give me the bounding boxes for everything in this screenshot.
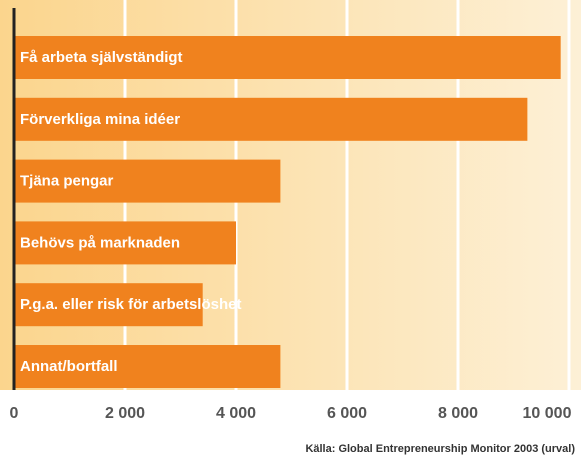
x-tick-label: 6 000 — [327, 405, 367, 422]
bar-label: Behövs på marknaden — [20, 234, 180, 251]
bar — [14, 97, 528, 141]
bar-label: P.g.a. eller risk för arbetslöshet — [20, 296, 241, 313]
bar — [14, 345, 281, 388]
bar-label: Tjäna pengar — [20, 173, 114, 190]
x-tick-label: 10 000 — [523, 405, 572, 422]
bar — [14, 283, 203, 327]
bar — [14, 159, 281, 203]
bar — [14, 36, 561, 79]
bar-label: Annat/bortfall — [20, 358, 118, 375]
x-tick-label: 2 000 — [105, 405, 145, 422]
bar — [14, 221, 236, 265]
x-tick-label: 0 — [10, 405, 19, 422]
bar-label: Få arbeta självständigt — [20, 49, 183, 66]
x-tick-label: 4 000 — [216, 405, 256, 422]
x-tick-label: 8 000 — [438, 405, 478, 422]
source: Källa: Global Entrepreneurship Monitor 2… — [305, 443, 575, 455]
bar-label: Förverkliga mina idéer — [20, 111, 180, 128]
